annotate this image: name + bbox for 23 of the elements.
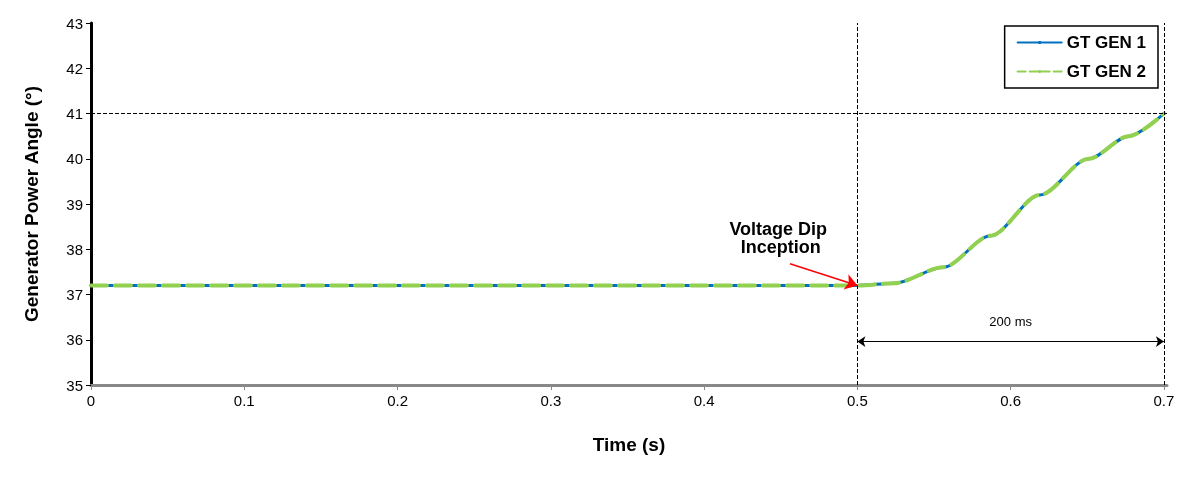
- x-tick-label: 0.6: [1000, 392, 1022, 409]
- y-axis-title: Generator Power Angle (°): [21, 86, 42, 322]
- x-tick-label: 0.4: [693, 392, 715, 409]
- y-tick-label: 43: [66, 14, 83, 32]
- annotation: 200 ms: [989, 314, 1033, 330]
- y-tick-label: 40: [66, 150, 83, 168]
- y-tick-label: 36: [66, 331, 83, 349]
- x-tick-label: 0.7: [1153, 392, 1175, 409]
- y-tick-label: 39: [66, 195, 83, 213]
- x-tick-label: 0.1: [233, 392, 255, 409]
- annotation: Voltage Dip Inception: [729, 218, 833, 257]
- legend-label: GT GEN 1: [1066, 33, 1147, 52]
- x-tick-label: 0.2: [387, 392, 408, 409]
- x-tick-label: 0.3: [540, 392, 562, 409]
- y-tick-label: 41: [66, 105, 83, 122]
- y-tick-label: 35: [66, 376, 83, 394]
- y-tick-label: 38: [66, 240, 83, 258]
- x-tick-label: 0: [86, 392, 96, 409]
- y-tick-label: 37: [66, 286, 83, 303]
- x-axis-title: Time (s): [592, 434, 666, 455]
- y-tick-label: 42: [66, 59, 83, 77]
- legend-label: GT GEN 2: [1066, 62, 1147, 81]
- x-tick-label: 0.5: [846, 392, 868, 409]
